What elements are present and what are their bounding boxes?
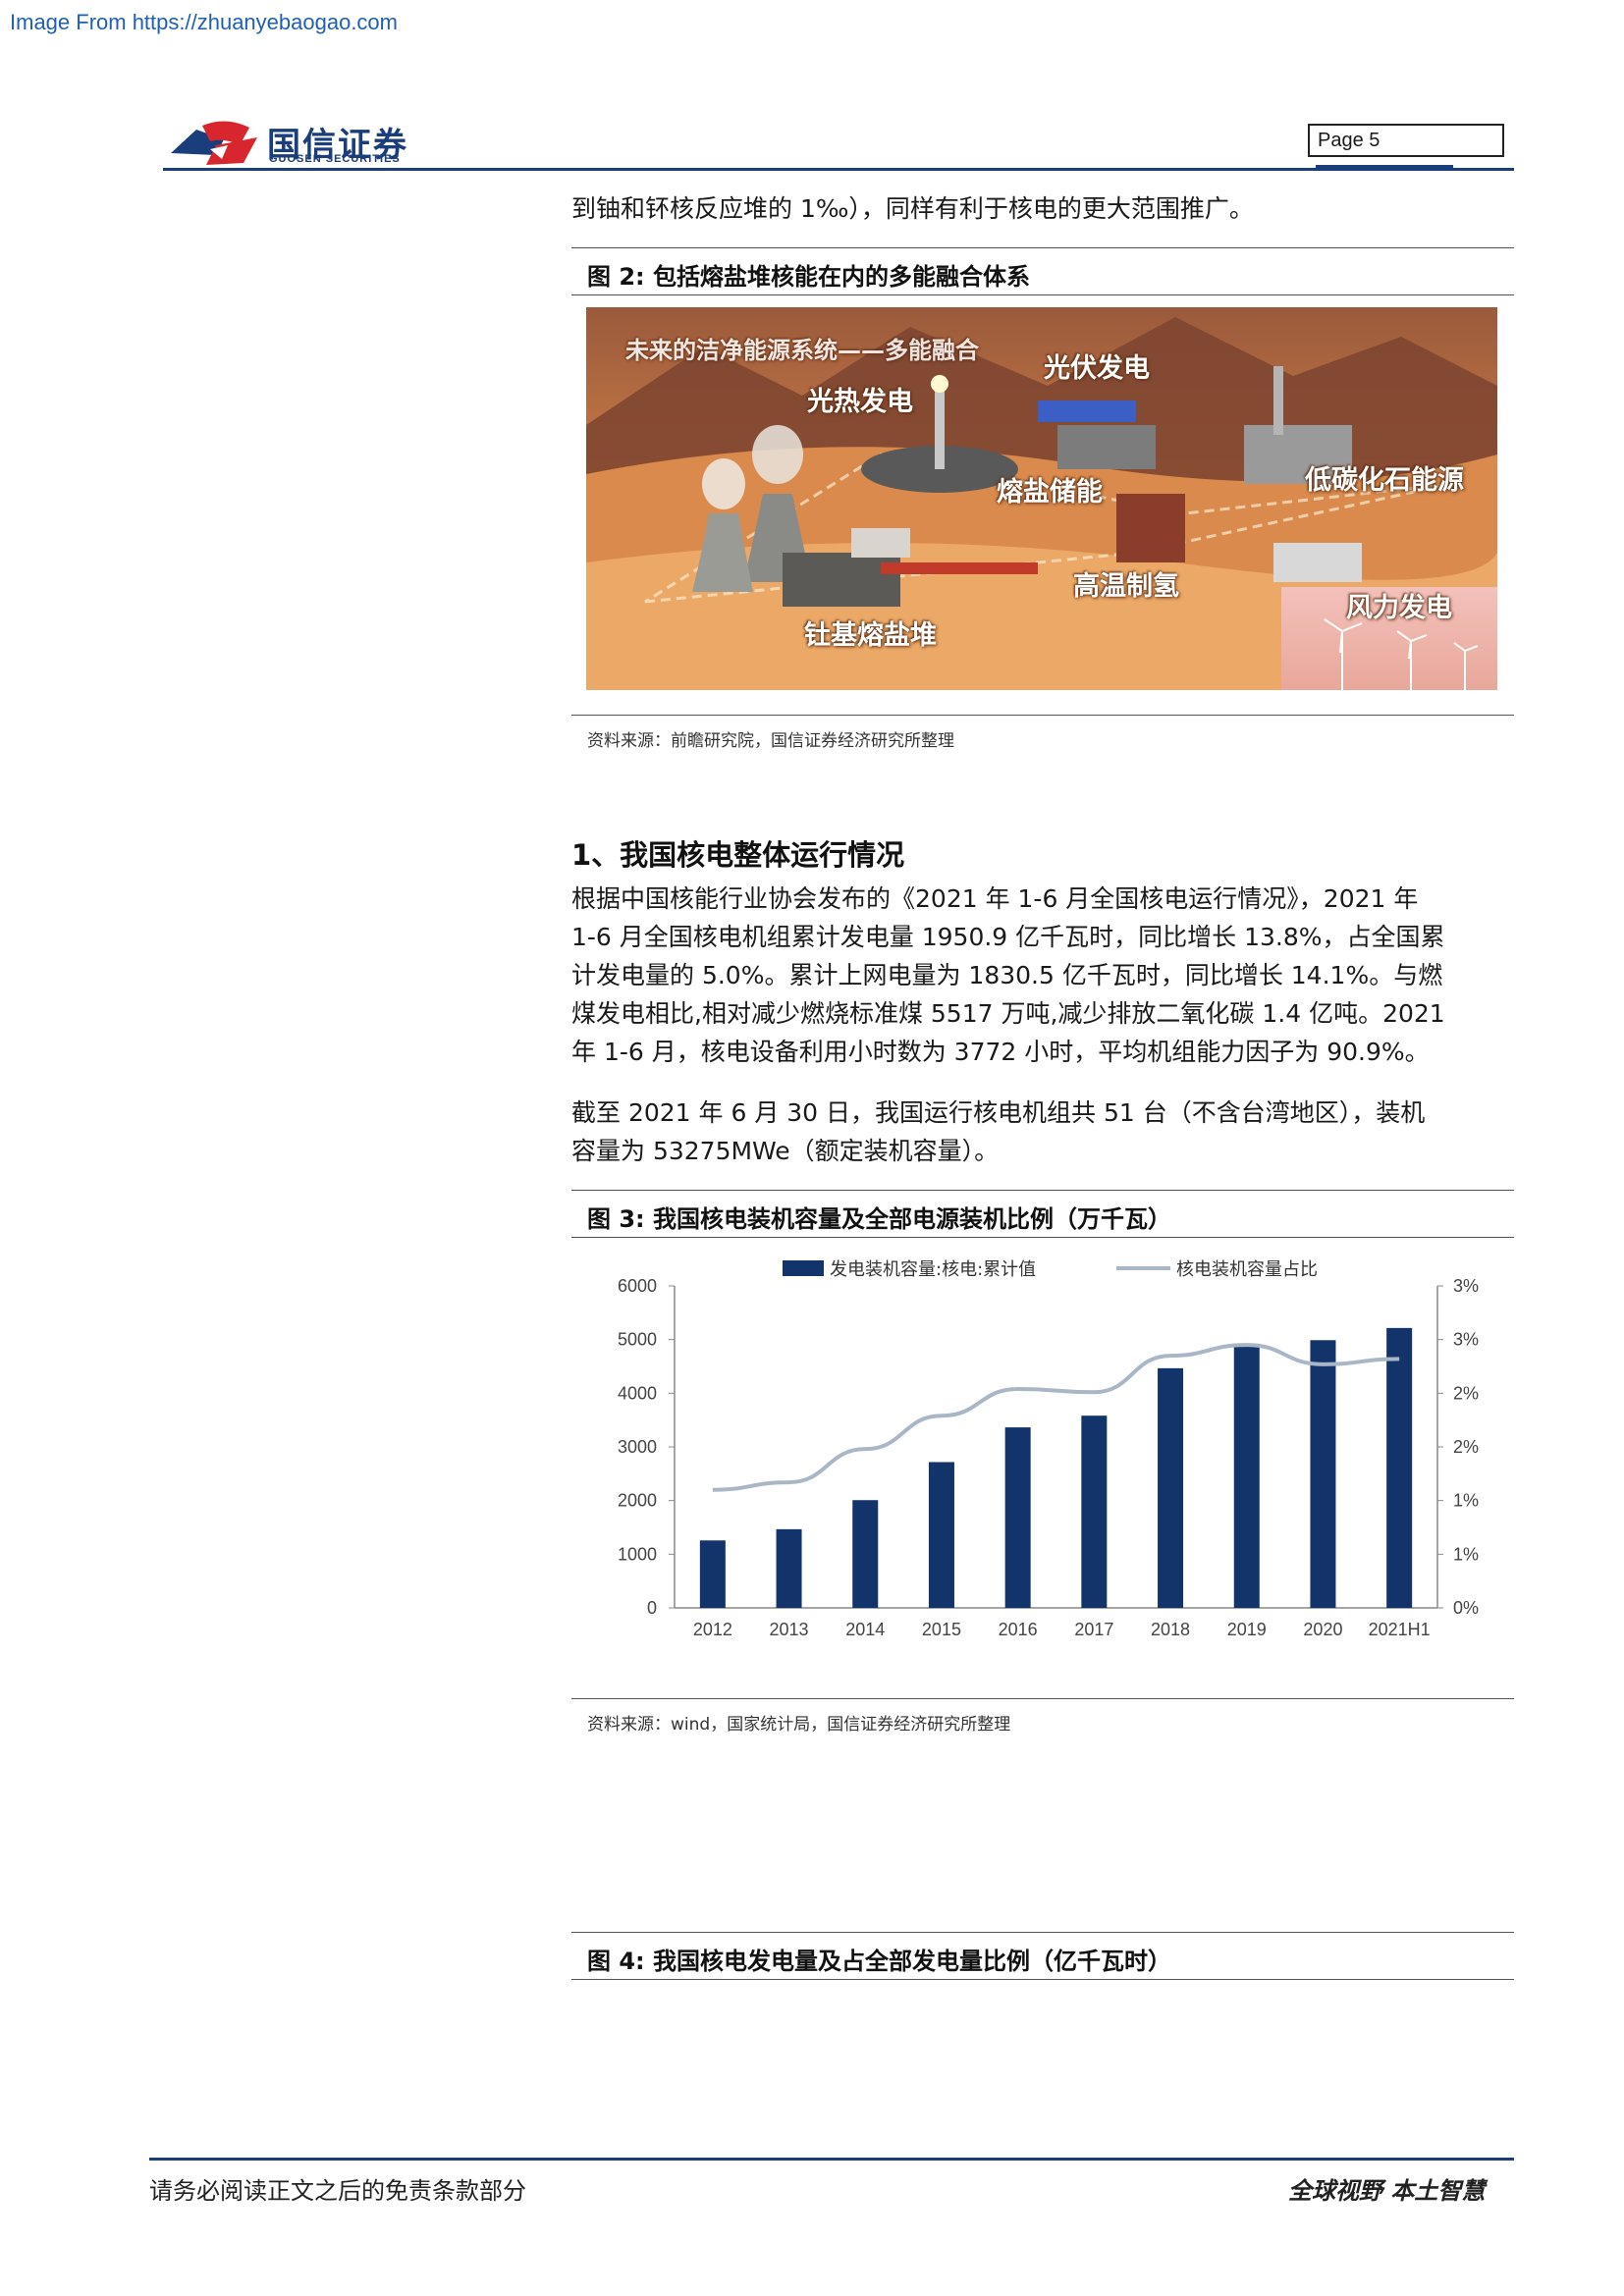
left-tick-label: 5000: [618, 1330, 657, 1350]
right-tick-label: 2%: [1453, 1383, 1479, 1403]
left-tick-label: 0: [647, 1598, 657, 1618]
solar-thermal-label: 光热发电: [807, 387, 913, 417]
paragraph-line: 根据中国核能行业协会发布的《2021 年 1-6 月全国核电运行情况》，2021…: [571, 884, 1419, 913]
right-tick-label: 3%: [1453, 1276, 1479, 1296]
legend-bar-swatch: [783, 1260, 824, 1276]
section-heading: 1、我国核电整体运行情况: [571, 838, 905, 872]
paragraph-line: 煤发电相比,相对减少燃烧标准煤 5517 万吨,减少排放二氧化碳 1.4 亿吨。…: [571, 999, 1445, 1028]
footer-divider: [149, 2158, 1514, 2161]
figure3-title-rule: [571, 1237, 1514, 1238]
capacity-bar: [1158, 1367, 1184, 1608]
legend-line-label: 核电装机容量占比: [1176, 1259, 1318, 1280]
x-tick-label: 2015: [922, 1620, 961, 1639]
pv-label: 光伏发电: [1044, 353, 1150, 384]
header-divider-accent: [1316, 165, 1453, 168]
figure2-top-rule: [571, 247, 1514, 248]
intro-line: 到铀和钚核反应堆的 1‰），同样有利于核电的更大范围推广。: [571, 194, 1254, 223]
figure4-title: 图 4: 我国核电发电量及占全部发电量比例（亿千瓦时）: [587, 1948, 1172, 1975]
left-tick-label: 2000: [618, 1491, 657, 1511]
x-tick-label: 2021H1: [1369, 1620, 1431, 1639]
x-tick-label: 2012: [693, 1620, 732, 1639]
energy-scene-icon: [586, 307, 1497, 690]
capacity-bar: [1310, 1340, 1336, 1608]
capacity-bar: [1233, 1346, 1260, 1608]
x-tick-label: 2016: [999, 1620, 1038, 1639]
x-tick-label: 2013: [770, 1620, 809, 1639]
low-carbon-label: 低碳化石能源: [1305, 465, 1464, 496]
left-tick-label: 1000: [618, 1544, 657, 1564]
molten-storage-label: 熔盐储能: [997, 477, 1103, 507]
source-watermark: Image From https://zhuanyebaogao.com: [10, 10, 398, 34]
figure4-top-rule: [571, 1932, 1514, 1933]
x-tick-label: 2019: [1227, 1620, 1267, 1639]
hydrogen-label: 高温制氢: [1073, 571, 1179, 602]
x-tick-label: 2020: [1303, 1620, 1342, 1639]
page-number: Page 5: [1308, 124, 1504, 157]
thorium-reactor-label: 钍基熔盐堆: [804, 620, 937, 651]
paragraph-line: 1-6 月全国核电机组累计发电量 1950.9 亿千瓦时，同比增长 13.8%，…: [571, 923, 1445, 951]
figure2-title: 图 2: 包括熔盐堆核能在内的多能融合体系: [587, 263, 1031, 291]
figure2-bottom-rule: [571, 715, 1514, 716]
section1-paragraph2: 截至 2021 年 6 月 30 日，我国运行核电机组共 51 台（不含台湾地区…: [571, 1094, 1514, 1170]
capacity-bar: [1386, 1327, 1413, 1608]
legend-bar-label: 发电装机容量:核电:累计值: [830, 1259, 1036, 1280]
right-tick-label: 0%: [1453, 1598, 1479, 1618]
left-tick-label: 4000: [618, 1383, 657, 1403]
paragraph-line: 截至 2021 年 6 月 30 日，我国运行核电机组共 51 台（不含台湾地区…: [571, 1098, 1426, 1127]
left-tick-label: 3000: [618, 1437, 657, 1457]
section1-paragraph1: 根据中国核能行业协会发布的《2021 年 1-6 月全国核电运行情况》，2021…: [571, 880, 1514, 1071]
capacity-bar: [699, 1540, 726, 1608]
share-line: [712, 1343, 1400, 1492]
figure3-source: 资料来源：wind，国家统计局，国信证券经济研究所整理: [587, 1715, 1011, 1735]
capacity-bar: [1004, 1427, 1031, 1608]
right-tick-label: 1%: [1453, 1544, 1479, 1564]
header-divider: [163, 168, 1514, 171]
paragraph-line: 年 1-6 月，核电设备利用小时数为 3772 小时，平均机组能力因子为 90.…: [571, 1038, 1430, 1066]
right-tick-label: 2%: [1453, 1437, 1479, 1457]
figure3-bottom-rule: [571, 1698, 1514, 1699]
capacity-bar: [776, 1528, 802, 1608]
x-tick-label: 2014: [845, 1620, 885, 1639]
capacity-bar: [928, 1462, 954, 1608]
nuclear-capacity-chart: 0 1000 2000 3000 4000 5000 6000 0% 1% 1% 2% 2% 3% 3% 2…: [618, 1259, 1479, 1639]
logo-text: 国信证券: [267, 126, 408, 165]
right-tick-label: 1%: [1453, 1491, 1479, 1511]
wind-label: 风力发电: [1346, 593, 1452, 623]
footer-slogan: 全球视野 本土智慧: [1288, 2176, 1486, 2205]
figure2-title-rule: [571, 294, 1514, 295]
paragraph-line: 容量为 53275MWe（额定装机容量）。: [571, 1137, 1000, 1165]
figure2-source: 资料来源：前瞻研究院，国信证券经济研究所整理: [587, 731, 954, 751]
scene-headline-label: 未来的洁净能源系统——多能融合: [625, 337, 979, 364]
logo-subtext: GUOSEN SECURITIES: [269, 153, 401, 165]
energy-system-illustration: 未来的洁净能源系统——多能融合 光热发电 光伏发电 熔盐储能 低碳化石能源 高温…: [586, 307, 1497, 690]
capacity-bar: [852, 1500, 879, 1608]
figure4-title-rule: [571, 1979, 1514, 1980]
left-tick-label: 6000: [618, 1276, 657, 1296]
paragraph-line: 计发电量的 5.0%。累计上网电量为 1830.5 亿千瓦时，同比增长 14.1…: [571, 961, 1443, 989]
x-tick-label: 2017: [1074, 1620, 1113, 1639]
figure3-top-rule: [571, 1190, 1514, 1191]
x-tick-label: 2018: [1151, 1620, 1190, 1639]
footer-disclaimer: 请务必阅读正文之后的免责条款部分: [149, 2177, 526, 2205]
guosen-logo-icon: [171, 121, 257, 165]
capacity-bar: [1081, 1415, 1108, 1608]
right-tick-label: 3%: [1453, 1330, 1479, 1350]
figure3-title: 图 3: 我国核电装机容量及全部电源装机比例（万千瓦）: [587, 1205, 1172, 1233]
